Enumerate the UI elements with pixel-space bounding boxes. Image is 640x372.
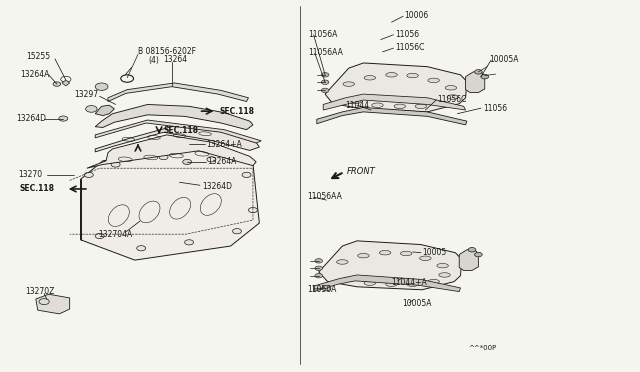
Text: 11056A: 11056A [308, 29, 338, 39]
Text: 13264: 13264 [164, 55, 188, 64]
Ellipse shape [358, 253, 369, 258]
Text: 13264A: 13264A [207, 157, 237, 166]
Text: 11056C: 11056C [438, 95, 467, 104]
Text: SEC.118: SEC.118 [20, 185, 55, 193]
Text: 13264D: 13264D [202, 182, 232, 190]
Circle shape [242, 172, 251, 177]
Ellipse shape [364, 281, 376, 285]
Text: 13270: 13270 [19, 170, 43, 179]
Circle shape [86, 106, 97, 112]
Circle shape [248, 208, 257, 213]
Text: SEC.118: SEC.118 [164, 126, 198, 135]
Ellipse shape [343, 82, 355, 86]
Polygon shape [323, 94, 466, 110]
Ellipse shape [401, 251, 412, 256]
Polygon shape [87, 135, 256, 168]
Ellipse shape [343, 277, 355, 282]
Circle shape [84, 172, 93, 177]
Polygon shape [81, 147, 259, 260]
Circle shape [321, 88, 329, 93]
Circle shape [182, 159, 191, 164]
Circle shape [111, 162, 120, 167]
Polygon shape [62, 80, 70, 86]
Circle shape [474, 252, 482, 257]
Text: 11056: 11056 [483, 104, 507, 113]
Polygon shape [325, 63, 467, 112]
Polygon shape [95, 105, 253, 130]
Text: 10005A: 10005A [402, 299, 431, 308]
Circle shape [137, 246, 146, 251]
Circle shape [321, 73, 329, 77]
Ellipse shape [372, 103, 383, 108]
Ellipse shape [386, 73, 397, 77]
Ellipse shape [380, 250, 391, 255]
Ellipse shape [428, 78, 440, 83]
Polygon shape [466, 72, 484, 93]
Ellipse shape [447, 95, 459, 99]
Text: 11056C: 11056C [396, 43, 425, 52]
Polygon shape [95, 105, 115, 116]
Text: 13264A: 13264A [20, 70, 49, 78]
Ellipse shape [445, 86, 457, 90]
Text: 11056: 11056 [396, 29, 419, 39]
Circle shape [53, 82, 61, 86]
Text: 13297: 13297 [74, 90, 99, 99]
Circle shape [468, 247, 476, 252]
Text: 10005A: 10005A [489, 55, 519, 64]
Circle shape [474, 70, 482, 74]
Polygon shape [319, 241, 462, 290]
Circle shape [184, 240, 193, 245]
Text: 10005: 10005 [422, 248, 447, 257]
Text: FRONT: FRONT [347, 167, 376, 176]
Circle shape [481, 74, 488, 79]
Ellipse shape [439, 273, 451, 277]
Ellipse shape [437, 102, 449, 106]
Circle shape [59, 116, 68, 121]
Polygon shape [95, 125, 259, 152]
Text: 132704A: 132704A [98, 230, 132, 240]
Circle shape [315, 259, 323, 263]
Text: 10006: 10006 [404, 11, 429, 20]
Text: SEC.118: SEC.118 [219, 107, 254, 116]
Polygon shape [95, 120, 261, 143]
Ellipse shape [337, 260, 348, 264]
Text: 11056AA: 11056AA [308, 48, 344, 57]
Ellipse shape [420, 256, 431, 260]
Ellipse shape [428, 279, 440, 284]
Text: B 08156-6202F: B 08156-6202F [138, 47, 196, 56]
Circle shape [95, 83, 108, 90]
Text: (4): (4) [149, 56, 160, 65]
Ellipse shape [386, 282, 397, 286]
Circle shape [322, 286, 331, 291]
Text: 13264+A: 13264+A [206, 140, 242, 149]
Text: 13264D: 13264D [17, 114, 47, 123]
Circle shape [232, 229, 241, 234]
Text: 11056AA: 11056AA [307, 192, 342, 201]
Ellipse shape [349, 99, 361, 104]
Text: 11056A: 11056A [307, 285, 337, 294]
Circle shape [95, 234, 104, 238]
Text: 11044+A: 11044+A [392, 278, 428, 287]
Ellipse shape [364, 76, 376, 80]
Text: 11044: 11044 [346, 101, 370, 110]
Circle shape [207, 157, 216, 162]
Polygon shape [460, 250, 478, 270]
Circle shape [321, 80, 329, 84]
Polygon shape [317, 108, 467, 125]
Ellipse shape [437, 263, 449, 268]
Ellipse shape [415, 104, 427, 109]
Text: 13270Z: 13270Z [25, 287, 54, 296]
Text: 15255: 15255 [26, 52, 51, 61]
Ellipse shape [407, 282, 419, 286]
Text: ^^*00P: ^^*00P [468, 345, 497, 351]
Circle shape [315, 273, 323, 278]
Circle shape [315, 266, 323, 270]
Circle shape [159, 154, 168, 160]
Polygon shape [314, 275, 461, 292]
Polygon shape [36, 294, 70, 314]
Ellipse shape [407, 73, 419, 78]
Ellipse shape [394, 104, 406, 109]
Polygon shape [108, 83, 248, 102]
